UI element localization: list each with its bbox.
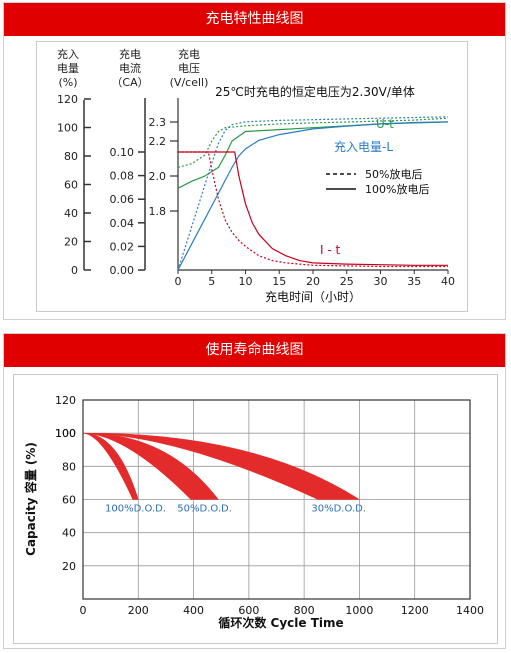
x-axis-title: 循环次数 Cycle Time xyxy=(218,615,343,630)
time-tick-label: 35 xyxy=(407,275,421,288)
current-tick-label: 0.00 xyxy=(110,264,135,277)
voltage-tick-label: 2.2 xyxy=(149,135,167,148)
capacity-tick-label: 100 xyxy=(57,122,78,135)
capacity-tick-label: 80 xyxy=(64,150,78,163)
current-tick-label: 0.06 xyxy=(110,193,135,206)
x-tick-label: 800 xyxy=(294,604,315,617)
time-tick-label: 15 xyxy=(272,275,286,288)
axis-title-line: 充电 xyxy=(178,47,200,61)
y-axis-title: Capacity 容量 (%) xyxy=(23,442,38,556)
life-chart-frame xyxy=(13,374,498,644)
y-tick-label: 20 xyxy=(62,560,76,573)
capacity-curve-100 xyxy=(177,121,449,271)
capacity-tick-label: 120 xyxy=(57,93,78,106)
x-tick-label: 1200 xyxy=(401,604,429,617)
time-tick-label: 40 xyxy=(441,275,455,288)
voltage-tick-label: 2.0 xyxy=(149,170,167,183)
time-tick-label: 0 xyxy=(175,275,182,288)
charge-characteristics-panel: 充电特性曲线图 充入 电量 (%) 充电 电流 （CA） 充电 电压 (V/cell) 120 10… xyxy=(3,2,506,320)
y-tick-label: 100 xyxy=(55,427,76,440)
dod-label-3: 30%D.O.D. xyxy=(311,504,366,515)
plot-frame xyxy=(82,399,471,600)
legend-dashed-label: 50%放电后 xyxy=(365,167,422,181)
charge-characteristics-chart: 充入电量(%)充电电流（CA）充电电压(V/cell)1201008060402… xyxy=(57,47,455,304)
axis-title-line: 充入 xyxy=(57,47,79,61)
time-tick-label: 25 xyxy=(340,275,354,288)
dod-band-2 xyxy=(82,432,219,500)
cycle-life-panel: 使用寿命曲线图 0 200 400 600 800 1000 1200 1400 20 40 60 8… xyxy=(3,333,506,649)
current-tick-label: 0.08 xyxy=(110,170,135,183)
voltage-tick-label: 2.3 xyxy=(149,116,167,129)
current-curve-label: I - t xyxy=(320,243,340,257)
chart-title: 25℃时充电的恒定电压为2.30V/单体 xyxy=(215,84,415,99)
axis-title-line: 充电 xyxy=(119,47,141,61)
current-tick-label: 0.04 xyxy=(110,217,135,230)
time-tick-label: 5 xyxy=(208,275,215,288)
dod-band-1 xyxy=(82,432,139,500)
x-tick-label: 0 xyxy=(80,604,87,617)
charge-chart-frame xyxy=(36,41,468,312)
x-tick-label: 1400 xyxy=(456,604,484,617)
capacity-tick-label: 20 xyxy=(64,236,78,249)
capacity-tick-label: 0 xyxy=(71,264,78,277)
voltage-curve-label: U-t xyxy=(376,117,394,131)
capacity-tick-label: 60 xyxy=(64,179,78,192)
x-tick-label: 600 xyxy=(238,604,259,617)
cycle-life-chart: 0 200 400 600 800 1000 1200 1400 20 40 60 80 100 120 1… xyxy=(23,394,484,630)
capacity-tick-label: 40 xyxy=(64,207,78,220)
dod-label-2: 50%D.O.D. xyxy=(177,504,232,515)
voltage-curve-50 xyxy=(177,117,449,168)
axis-title-line: (V/cell) xyxy=(170,76,209,89)
axis-title-line: 电量 xyxy=(57,62,79,75)
time-tick-label: 10 xyxy=(239,275,253,288)
y-tick-label: 60 xyxy=(62,494,76,507)
charge-panel-header: 充电特性曲线图 xyxy=(4,3,505,36)
x-tick-label: 200 xyxy=(128,604,149,617)
time-tick-label: 20 xyxy=(306,275,320,288)
axis-title-line: 电流 xyxy=(119,61,141,75)
current-curve-100 xyxy=(178,151,448,266)
life-panel-header: 使用寿命曲线图 xyxy=(4,334,505,367)
y-tick-label: 120 xyxy=(55,394,76,407)
x-tick-label: 1000 xyxy=(345,604,373,617)
y-tick-label: 80 xyxy=(62,460,76,473)
voltage-tick-label: 1.8 xyxy=(149,205,167,218)
time-axis-title: 充电时间（小时） xyxy=(265,289,361,304)
y-tick-label: 40 xyxy=(62,527,76,540)
current-tick-label: 0.02 xyxy=(110,240,135,253)
current-tick-label: 0.10 xyxy=(110,146,135,159)
capacity-curve-label: 充入电量-L xyxy=(334,139,393,154)
dod-band-3 xyxy=(82,432,361,500)
capacity-curve-50 xyxy=(177,116,449,271)
time-tick-label: 30 xyxy=(374,275,388,288)
axis-title-line: 电压 xyxy=(178,62,200,75)
legend-solid-label: 100%放电后 xyxy=(365,182,429,196)
x-tick-label: 400 xyxy=(183,604,204,617)
dod-label-1: 100%D.O.D. xyxy=(105,504,166,515)
axis-title-line: （CA） xyxy=(111,76,148,89)
axis-title-line: (%) xyxy=(58,76,77,89)
y-tick-label: 100 xyxy=(55,427,76,440)
